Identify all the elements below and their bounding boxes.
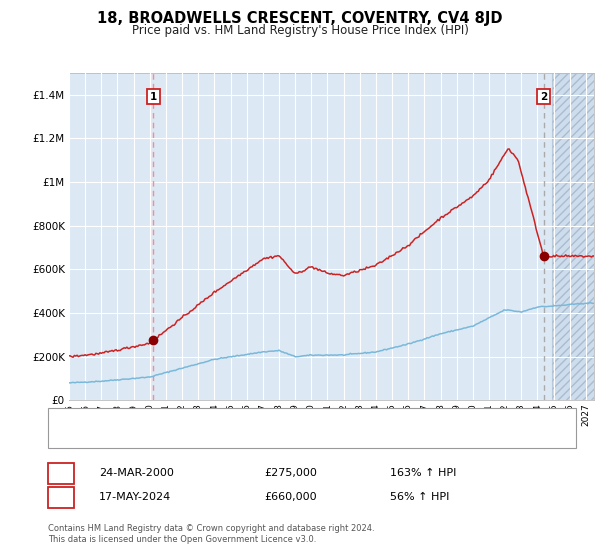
- Text: 17-MAY-2024: 17-MAY-2024: [99, 492, 171, 502]
- Bar: [553, 73, 600, 400]
- Bar: [553, 73, 600, 400]
- Text: £660,000: £660,000: [264, 492, 317, 502]
- Text: 1: 1: [149, 92, 157, 102]
- Text: 2: 2: [58, 492, 65, 502]
- Text: £275,000: £275,000: [264, 468, 317, 478]
- Text: 163% ↑ HPI: 163% ↑ HPI: [390, 468, 457, 478]
- Text: 1: 1: [58, 468, 65, 478]
- Text: 18, BROADWELLS CRESCENT, COVENTRY, CV4 8JD: 18, BROADWELLS CRESCENT, COVENTRY, CV4 8…: [97, 11, 503, 26]
- Text: 2: 2: [540, 92, 547, 102]
- Text: HPI: Average price, detached house, Coventry: HPI: Average price, detached house, Cove…: [89, 432, 319, 442]
- Text: 56% ↑ HPI: 56% ↑ HPI: [390, 492, 449, 502]
- Text: Price paid vs. HM Land Registry's House Price Index (HPI): Price paid vs. HM Land Registry's House …: [131, 24, 469, 37]
- Text: Contains HM Land Registry data © Crown copyright and database right 2024.
This d: Contains HM Land Registry data © Crown c…: [48, 524, 374, 544]
- Text: 18, BROADWELLS CRESCENT, COVENTRY, CV4 8JD (detached house): 18, BROADWELLS CRESCENT, COVENTRY, CV4 8…: [89, 414, 430, 424]
- Text: 24-MAR-2000: 24-MAR-2000: [99, 468, 174, 478]
